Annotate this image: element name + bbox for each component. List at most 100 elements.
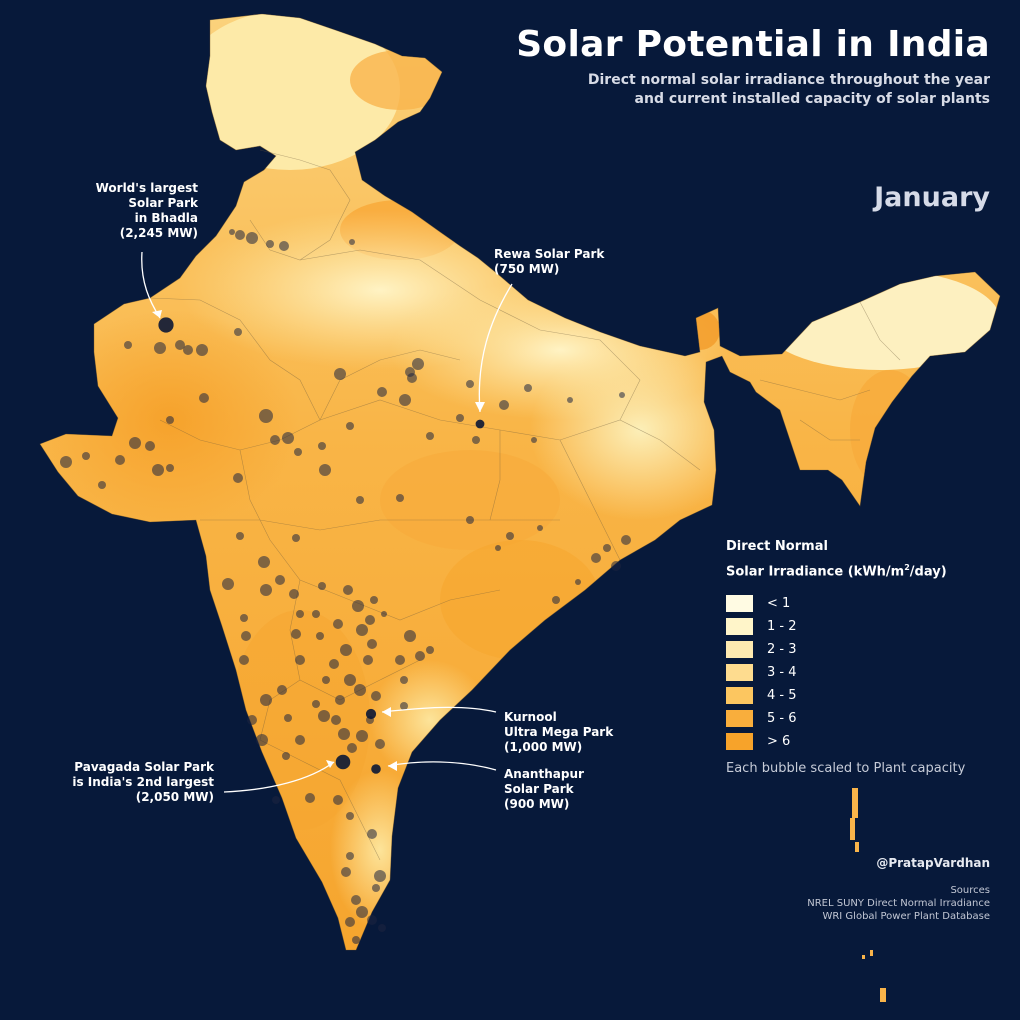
legend-label: 4 - 5: [767, 688, 797, 704]
plant-bubble: [154, 342, 166, 354]
plant-bubble: [291, 629, 301, 639]
plant-bubble: [524, 384, 532, 392]
plant-bubble: [239, 655, 249, 665]
legend-item: < 1: [726, 592, 965, 615]
annotation-ananthapur: Ananthapur Solar Park (900 MW): [504, 767, 584, 812]
annotation-line: (750 MW): [494, 262, 560, 276]
legend-label: 2 - 3: [767, 642, 797, 658]
plant-bubble: [166, 416, 174, 424]
plant-bubble-bhadla: [158, 317, 174, 333]
plant-bubble: [356, 730, 368, 742]
plant-bubble: [312, 700, 320, 708]
annotation-rewa: Rewa Solar Park (750 MW): [494, 247, 604, 277]
plant-bubble: [152, 464, 164, 476]
plant-bubble: [233, 473, 243, 483]
legend-item: 3 - 4: [726, 661, 965, 684]
plant-bubble: [295, 735, 305, 745]
plant-bubble: [166, 464, 174, 472]
plant-bubble: [346, 812, 354, 820]
legend-swatch: [726, 595, 753, 613]
legend-item: 1 - 2: [726, 615, 965, 638]
plant-bubble: [260, 694, 272, 706]
highlighted-plants: [158, 317, 485, 774]
plant-bubble: [466, 516, 474, 524]
plant-bubble: [404, 630, 416, 642]
plant-bubble: [258, 556, 270, 568]
plant-bubble: [352, 936, 360, 944]
page-title: Solar Potential in India: [516, 24, 990, 65]
plant-bubble: [375, 739, 385, 749]
plant-bubble-ananthapur: [371, 764, 381, 774]
plant-bubble: [129, 437, 141, 449]
legend-swatch: [726, 710, 753, 728]
plant-bubble: [259, 409, 273, 423]
plant-bubble: [395, 655, 405, 665]
legend-title-tail: /day): [909, 564, 947, 580]
plant-bubble: [372, 884, 380, 892]
subtitle: Direct normal solar irradiance throughou…: [516, 71, 990, 109]
annotation-line: Pavagada Solar Park: [74, 760, 214, 774]
legend-label: < 1: [767, 596, 791, 612]
plant-bubble: [346, 852, 354, 860]
arrow-ananthapur: [387, 761, 497, 771]
legend-label: > 6: [767, 734, 791, 750]
plant-bubble: [426, 646, 434, 654]
plant-bubble: [318, 710, 330, 722]
plant-bubble: [333, 619, 343, 629]
plant-bubble: [378, 924, 386, 932]
annotation-line: World's largest: [95, 181, 198, 195]
plant-bubble: [333, 795, 343, 805]
plant-bubble: [611, 561, 621, 571]
plant-bubble: [367, 915, 377, 925]
plant-bubble: [344, 674, 356, 686]
plant-bubble-pavagada: [335, 754, 351, 770]
annotation-bhadla: World's largest Solar Park in Bhadla (2,…: [70, 181, 198, 241]
plant-bubble: [591, 553, 601, 563]
arrow-kurnool: [381, 706, 497, 713]
legend-swatch: [726, 618, 753, 636]
legend-item: 4 - 5: [726, 684, 965, 707]
plant-bubble: [229, 229, 235, 235]
plant-bubble: [426, 432, 434, 440]
plant-bubble: [183, 345, 193, 355]
plant-bubble-kurnool: [365, 708, 377, 720]
plant-bubble: [456, 414, 464, 422]
plant-bubble: [552, 596, 560, 604]
plant-bubble: [305, 793, 315, 803]
legend-swatch: [726, 664, 753, 682]
plant-bubble: [331, 715, 341, 725]
source-line: WRI Global Power Plant Database: [822, 911, 990, 922]
arrow-rewa: [478, 283, 513, 413]
legend-title-line-2: Solar Irradiance (kWh/m2/day): [726, 557, 965, 582]
plant-bubble: [275, 575, 285, 585]
annotation-pavagada: Pavagada Solar Park is India's 2nd large…: [40, 760, 214, 805]
plant-bubble: [277, 685, 287, 695]
annotation-line: (2,245 MW): [119, 226, 198, 240]
plant-bubble: [351, 895, 361, 905]
plant-bubble: [399, 394, 411, 406]
plant-bubble: [335, 695, 345, 705]
legend-note: Each bubble scaled to Plant capacity: [726, 761, 966, 777]
plant-bubble: [356, 624, 368, 636]
plant-bubble: [236, 532, 244, 540]
plant-bubble: [466, 380, 474, 388]
arrow-heads: [152, 310, 485, 771]
plant-bubble: [282, 752, 290, 760]
arrow-pavagada: [223, 761, 335, 793]
plant-bubble: [124, 341, 132, 349]
plant-bubble: [241, 631, 251, 641]
legend-swatch: [726, 687, 753, 705]
annotation-line: Kurnool: [504, 710, 557, 724]
legend-title-sup: 2: [904, 563, 910, 572]
plant-bubble: [196, 344, 208, 356]
source-line: NREL SUNY Direct Normal Irradiance: [807, 898, 990, 909]
plant-bubble: [367, 829, 377, 839]
plant-bubble: [415, 651, 425, 661]
plant-bubble: [318, 442, 326, 450]
plant-bubble: [284, 714, 292, 722]
plant-bubble: [367, 639, 377, 649]
plant-bubble: [199, 393, 209, 403]
legend-item: 2 - 3: [726, 638, 965, 661]
annotation-kurnool: Kurnool Ultra Mega Park (1,000 MW): [504, 710, 613, 755]
plant-bubble: [377, 387, 387, 397]
